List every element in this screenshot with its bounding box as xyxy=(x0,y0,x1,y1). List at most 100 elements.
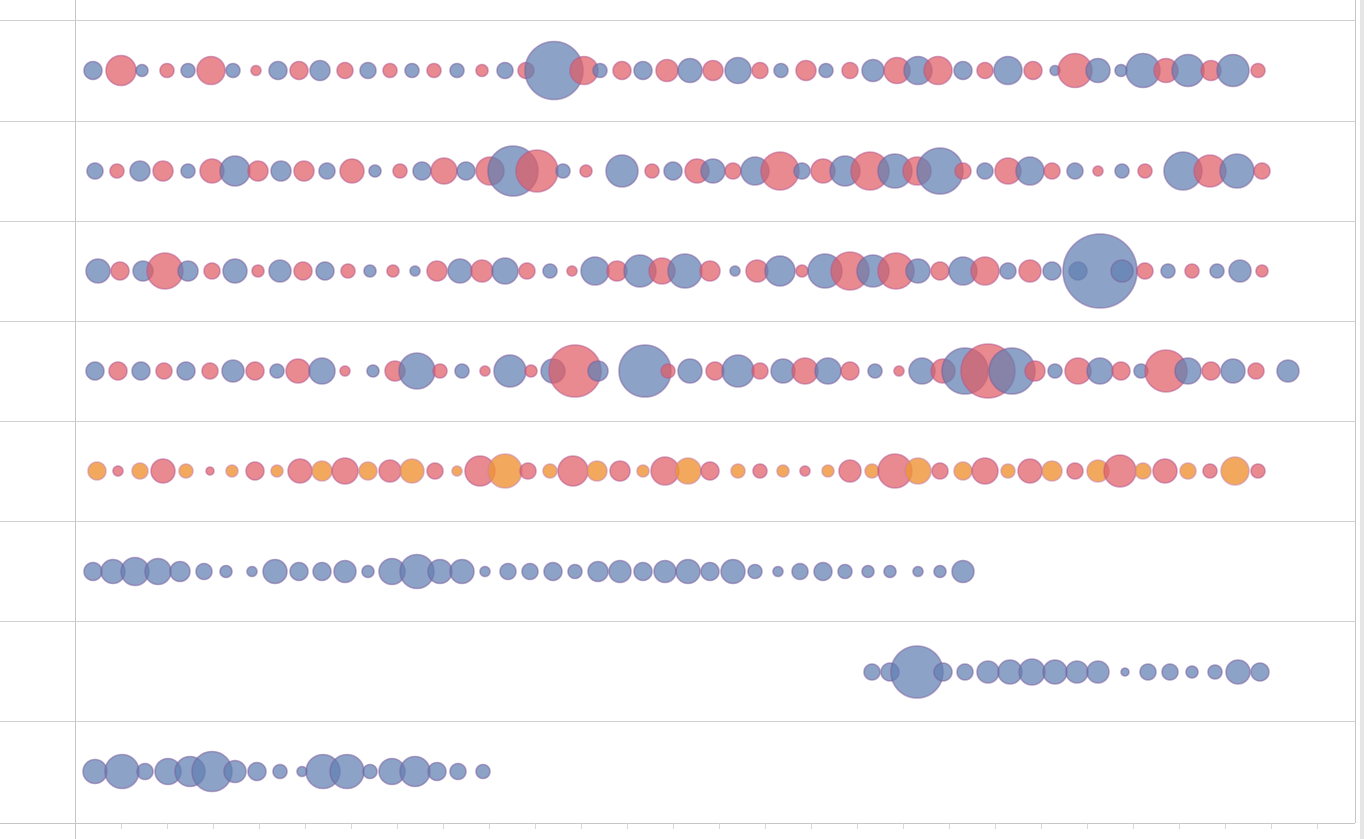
bubble-mark[interactable] xyxy=(840,361,860,381)
bubble-mark[interactable] xyxy=(633,561,653,582)
bubble-mark[interactable] xyxy=(674,457,702,485)
bubble-mark[interactable] xyxy=(475,763,491,780)
bubble-mark[interactable] xyxy=(580,256,610,286)
bubble-mark[interactable] xyxy=(587,560,609,583)
bubble-mark[interactable] xyxy=(1225,659,1251,685)
bubble-mark[interactable] xyxy=(863,663,881,681)
bubble-mark[interactable] xyxy=(555,163,571,179)
bubble-mark[interactable] xyxy=(700,158,726,184)
bubble-mark[interactable] xyxy=(339,365,351,377)
bubble-mark[interactable] xyxy=(699,260,721,282)
bubble-mark[interactable] xyxy=(308,357,336,385)
bubble-mark[interactable] xyxy=(905,258,931,284)
bubble-mark[interactable] xyxy=(1023,60,1043,81)
bubble-mark[interactable] xyxy=(378,459,402,483)
bubble-mark[interactable] xyxy=(177,260,199,282)
bubble-mark[interactable] xyxy=(85,361,105,381)
bubble-mark[interactable] xyxy=(336,61,354,80)
bubble-mark[interactable] xyxy=(309,59,331,82)
bubble-mark[interactable] xyxy=(999,262,1017,280)
bubble-mark[interactable] xyxy=(1015,156,1045,186)
bubble-mark[interactable] xyxy=(87,461,107,481)
bubble-mark[interactable] xyxy=(1228,259,1252,283)
bubble-mark[interactable] xyxy=(272,763,288,780)
bubble-mark[interactable] xyxy=(609,460,631,482)
bubble-mark[interactable] xyxy=(883,564,897,579)
bubble-mark[interactable] xyxy=(751,362,769,380)
bubble-mark[interactable] xyxy=(268,259,292,283)
bubble-mark[interactable] xyxy=(152,160,174,182)
bubble-mark[interactable] xyxy=(178,463,194,479)
bubble-mark[interactable] xyxy=(131,462,149,480)
bubble-mark[interactable] xyxy=(496,61,514,80)
bubble-mark[interactable] xyxy=(318,162,336,180)
bubble-mark[interactable] xyxy=(449,558,475,585)
bubble-mark[interactable] xyxy=(772,565,784,578)
bubble-mark[interactable] xyxy=(1137,163,1153,179)
bubble-mark[interactable] xyxy=(1216,53,1250,88)
bubble-mark[interactable] xyxy=(409,265,421,277)
bubble-mark[interactable] xyxy=(85,258,111,284)
bubble-mark[interactable] xyxy=(245,361,265,381)
bubble-mark[interactable] xyxy=(904,457,932,485)
bubble-mark[interactable] xyxy=(752,463,768,479)
bubble-mark[interactable] xyxy=(818,62,834,79)
bubble-mark[interactable] xyxy=(449,62,465,79)
bubble-mark[interactable] xyxy=(1000,463,1016,479)
bubble-mark[interactable] xyxy=(1136,262,1154,280)
bubble-mark[interactable] xyxy=(1042,659,1068,685)
bubble-mark[interactable] xyxy=(430,157,458,185)
bubble-mark[interactable] xyxy=(499,562,517,581)
bubble-mark[interactable] xyxy=(864,463,880,479)
bubble-mark[interactable] xyxy=(219,155,251,187)
bubble-mark[interactable] xyxy=(398,352,436,390)
bubble-mark[interactable] xyxy=(262,558,288,585)
bubble-mark[interactable] xyxy=(557,455,589,487)
bubble-mark[interactable] xyxy=(169,560,191,583)
bubble-mark[interactable] xyxy=(543,561,563,582)
bubble-mark[interactable] xyxy=(799,465,811,477)
bubble-mark[interactable] xyxy=(993,55,1023,86)
bubble-mark[interactable] xyxy=(612,60,632,81)
bubble-mark[interactable] xyxy=(721,354,755,388)
bubble-mark[interactable] xyxy=(1174,357,1202,385)
bubble-mark[interactable] xyxy=(311,460,333,482)
bubble-mark[interactable] xyxy=(1114,63,1128,78)
bubble-mark[interactable] xyxy=(956,663,974,681)
bubble-mark[interactable] xyxy=(1086,357,1114,385)
bubble-mark[interactable] xyxy=(1024,360,1046,382)
bubble-mark[interactable] xyxy=(269,363,285,379)
bubble-mark[interactable] xyxy=(447,258,473,284)
bubble-mark[interactable] xyxy=(223,759,247,784)
bubble-mark[interactable] xyxy=(366,364,380,378)
bubble-mark[interactable] xyxy=(1160,263,1176,279)
bubble-mark[interactable] xyxy=(382,62,398,79)
bubble-mark[interactable] xyxy=(129,160,151,182)
bubble-mark[interactable] xyxy=(729,265,741,277)
bubble-mark[interactable] xyxy=(1185,665,1199,679)
bubble-mark[interactable] xyxy=(838,459,862,483)
bubble-mark[interactable] xyxy=(246,565,258,578)
bubble-mark[interactable] xyxy=(747,563,763,580)
bubble-mark[interactable] xyxy=(289,561,309,582)
bubble-mark[interactable] xyxy=(524,364,538,378)
bubble-mark[interactable] xyxy=(515,149,559,193)
bubble-mark[interactable] xyxy=(368,164,382,178)
bubble-mark[interactable] xyxy=(893,365,905,377)
bubble-mark[interactable] xyxy=(86,162,104,180)
bubble-mark[interactable] xyxy=(655,58,679,83)
bubble-mark[interactable] xyxy=(268,60,288,81)
bubble-mark[interactable] xyxy=(700,561,720,582)
bubble-mark[interactable] xyxy=(773,62,789,79)
bubble-mark[interactable] xyxy=(392,163,408,179)
bubble-mark[interactable] xyxy=(1120,667,1130,677)
bubble-mark[interactable] xyxy=(470,259,494,283)
bubble-mark[interactable] xyxy=(136,762,154,781)
bubble-mark[interactable] xyxy=(245,461,265,481)
bubble-mark[interactable] xyxy=(954,162,972,180)
bubble-mark[interactable] xyxy=(491,257,519,285)
bubble-mark[interactable] xyxy=(201,362,219,380)
bubble-mark[interactable] xyxy=(331,457,359,485)
bubble-mark[interactable] xyxy=(579,164,593,178)
bubble-mark[interactable] xyxy=(247,761,267,782)
